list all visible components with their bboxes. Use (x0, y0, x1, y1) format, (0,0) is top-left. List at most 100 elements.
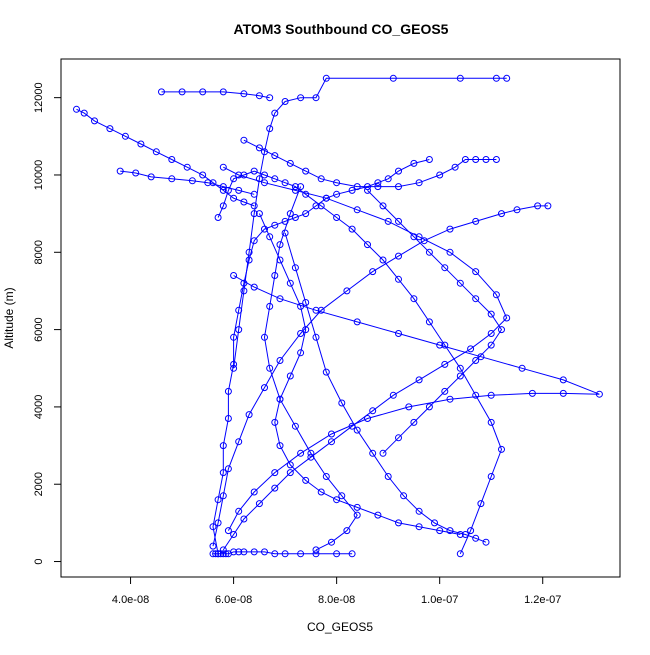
series-line (233, 77, 507, 369)
data-point (255, 210, 263, 218)
data-point (312, 546, 320, 554)
y-tick-label: 8000 (33, 240, 45, 264)
data-point (204, 179, 212, 187)
data-point (276, 442, 284, 450)
data-point (317, 488, 325, 496)
data-point (199, 171, 207, 179)
data-point (261, 179, 268, 187)
data-point (245, 411, 253, 419)
data-point (482, 538, 490, 546)
data-point (209, 179, 217, 187)
data-point (353, 183, 361, 191)
data-point (364, 186, 371, 194)
data-point (518, 364, 526, 372)
data-point (286, 469, 294, 477)
data-point (456, 74, 464, 82)
data-point (410, 233, 418, 241)
data-point (266, 364, 274, 372)
data-point (137, 140, 145, 148)
data-point (353, 206, 361, 214)
data-point (214, 496, 222, 504)
data-point (255, 92, 263, 100)
data-point (477, 353, 485, 361)
x-tick-label: 6.0e-08 (215, 594, 252, 606)
data-point (472, 268, 480, 276)
y-tick-label: 0 (33, 558, 45, 564)
data-point (338, 399, 346, 407)
data-point (369, 449, 377, 457)
data-point (297, 94, 305, 102)
data-point (209, 550, 217, 558)
data-point (369, 268, 377, 276)
data-point (235, 507, 243, 515)
data-point (338, 492, 346, 500)
data-point (420, 237, 428, 245)
y-tick-label: 4000 (33, 395, 45, 419)
data-point (271, 272, 279, 279)
data-point (286, 372, 294, 380)
data-point (446, 248, 454, 256)
data-point (281, 98, 289, 105)
data-point (250, 190, 258, 198)
data-point (255, 144, 263, 152)
data-point (240, 136, 248, 144)
data-point (451, 163, 459, 171)
data-point (240, 198, 248, 206)
data-point (212, 550, 220, 558)
y-axis: 0 2000 4000 6000 8000 10000 12000 (33, 82, 62, 565)
data-point (353, 511, 361, 519)
data-point (415, 376, 423, 384)
data-point (384, 217, 392, 225)
data-point (492, 156, 500, 163)
data-point (379, 202, 387, 210)
data-point (379, 449, 387, 457)
data-point (235, 438, 243, 446)
data-point (312, 550, 320, 558)
data-point (503, 74, 511, 82)
data-point (446, 395, 454, 403)
data-point (297, 349, 305, 357)
data-point (286, 461, 294, 469)
data-point (384, 175, 392, 183)
data-point (168, 156, 176, 163)
data-point (400, 492, 408, 500)
data-point (271, 550, 279, 558)
data-point (415, 179, 423, 187)
data-point (472, 156, 480, 163)
data-point (271, 469, 279, 477)
data-point (487, 310, 495, 318)
series-9 (209, 548, 356, 558)
data-point (328, 538, 335, 546)
x-axis-label: CO_GEOS5 (307, 620, 373, 634)
data-point (219, 202, 227, 210)
data-point (441, 341, 449, 349)
data-point (333, 214, 341, 221)
data-point (374, 179, 382, 187)
data-point (302, 326, 310, 334)
data-point (333, 550, 341, 558)
data-point (209, 523, 217, 531)
data-point (322, 194, 330, 202)
data-point (456, 364, 464, 372)
data-point (240, 515, 248, 523)
data-point (317, 202, 325, 210)
data-layer (73, 74, 603, 558)
data-point (405, 403, 413, 411)
data-point (224, 387, 232, 395)
data-point (219, 442, 227, 450)
data-point (436, 171, 444, 179)
x-tick-label: 8.0e-08 (318, 594, 355, 606)
data-point (235, 186, 243, 194)
data-point (322, 368, 330, 376)
data-point (498, 445, 505, 453)
data-point (472, 357, 480, 364)
data-point (286, 159, 294, 167)
data-point (343, 527, 351, 535)
data-point (116, 167, 124, 175)
data-point (230, 548, 238, 556)
data-point (384, 473, 392, 480)
data-point (276, 256, 284, 264)
data-point (472, 391, 480, 399)
data-point (369, 407, 377, 415)
series-line (212, 205, 548, 547)
